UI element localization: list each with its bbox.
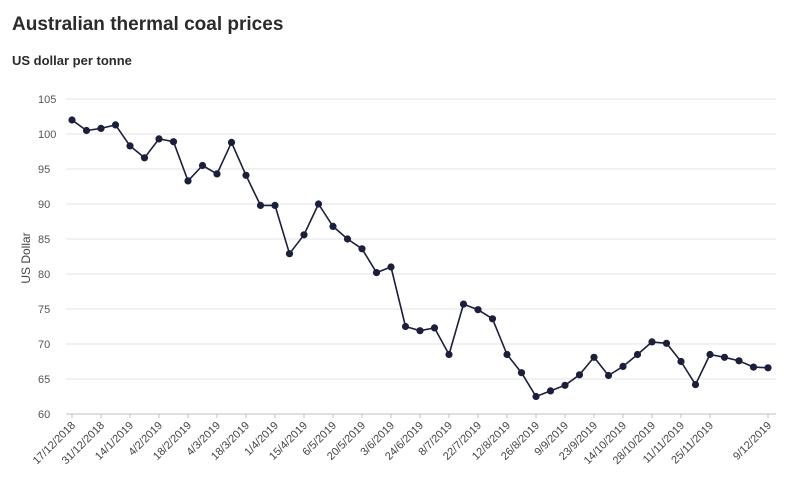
y-tick-label-65: 65 <box>38 374 50 386</box>
data-point <box>590 353 598 361</box>
data-point <box>517 369 526 377</box>
x-tick-label: 9/12/2019 <box>731 420 774 463</box>
data-point <box>82 126 91 135</box>
y-tick-label-80: 80 <box>38 269 50 281</box>
data-point <box>648 338 656 346</box>
data-point <box>735 357 743 365</box>
data-point <box>213 170 221 178</box>
data-point <box>198 161 207 170</box>
data-point <box>372 269 381 277</box>
data-point <box>184 177 192 185</box>
y-tick-label-60: 60 <box>38 409 50 421</box>
data-point <box>532 392 540 401</box>
data-point <box>488 315 497 323</box>
data-point <box>97 124 105 132</box>
data-point <box>68 116 76 124</box>
data-point <box>764 364 772 372</box>
y-tick-label-85: 85 <box>38 234 50 246</box>
y-tick-label-105: 105 <box>38 94 56 106</box>
data-point <box>314 200 323 208</box>
data-point <box>401 322 410 331</box>
data-point <box>749 363 758 371</box>
y-tick-label-75: 75 <box>38 304 50 316</box>
y-tick-label-95: 95 <box>38 164 50 176</box>
data-point <box>271 201 279 209</box>
data-point <box>503 350 511 359</box>
x-axis-ticks: 17/12/201831/12/201814/1/20194/2/201918/… <box>31 414 774 467</box>
gridlines <box>66 98 776 415</box>
y-axis-ticks: 60 65 70 75 80 85 90 95 100 105 <box>38 94 56 421</box>
series-layer <box>68 116 772 401</box>
data-point <box>169 138 178 146</box>
data-point <box>677 357 685 366</box>
data-point <box>155 135 163 143</box>
data-point <box>256 201 265 209</box>
data-point <box>445 350 453 359</box>
data-point <box>575 371 584 379</box>
data-point <box>604 371 613 380</box>
data-point <box>619 362 627 370</box>
chart-title: Australian thermal coal prices <box>12 14 284 35</box>
data-point <box>358 245 366 253</box>
data-point <box>474 306 482 314</box>
data-point <box>633 350 642 359</box>
data-point <box>242 171 250 179</box>
data-point <box>546 387 555 395</box>
y-tick-label-70: 70 <box>38 339 50 351</box>
data-point <box>227 138 236 146</box>
data-point <box>300 231 308 239</box>
data-point <box>691 381 700 389</box>
data-point <box>111 121 120 129</box>
data-point <box>459 300 468 308</box>
data-point <box>126 142 134 150</box>
data-point <box>285 250 294 258</box>
data-point <box>329 222 337 230</box>
data-point <box>140 154 149 162</box>
data-point <box>720 353 729 361</box>
data-point <box>662 339 671 347</box>
data-point <box>561 381 569 389</box>
data-point <box>416 327 424 335</box>
data-point <box>430 324 439 332</box>
chart-subtitle: US dollar per tonne <box>12 53 132 68</box>
data-point <box>387 263 395 271</box>
y-tick-label-100: 100 <box>38 129 56 141</box>
y-tick-label-90: 90 <box>38 199 50 211</box>
data-point <box>706 350 714 359</box>
data-point <box>343 235 352 243</box>
series-line <box>71 119 769 398</box>
